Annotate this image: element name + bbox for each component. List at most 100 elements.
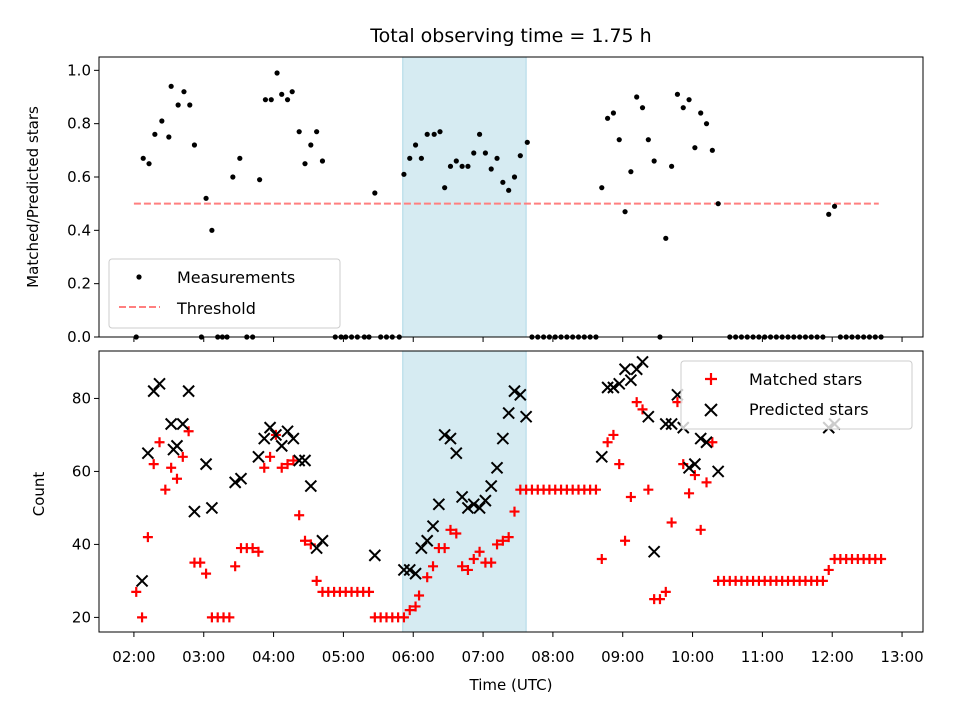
x-tick-label: 12:00 [811,648,854,666]
measurement-point [599,185,605,191]
y-tick-label: 60 [72,462,91,480]
predicted-point [636,355,649,369]
measurement-point [237,155,243,161]
matched-point [259,462,270,473]
predicted-point [292,454,306,467]
predicted-point [711,465,725,478]
measurement-point [146,161,152,167]
matched-point [689,470,700,481]
matched-point [166,462,177,473]
measurement-point [506,187,512,193]
matched-point [492,539,503,550]
y-tick-label: 0.8 [67,115,91,133]
x-tick-label: 03:00 [182,648,225,666]
matched-point [596,554,607,565]
measurement-point [209,227,215,233]
x-axis-label: Time (UTC) [469,676,553,694]
measurement-point [279,91,285,97]
measurement-point [289,89,295,95]
measurement-point [372,190,378,196]
predicted-point [182,384,195,398]
matched-point [282,459,293,470]
predicted-point [205,501,219,515]
matched-point [404,605,415,616]
matched-point [695,524,706,535]
matched-point [701,477,712,488]
measurement-point [459,163,465,169]
measurement-point [407,155,413,161]
measurement-point [274,70,280,76]
y-tick-label: 20 [72,608,91,626]
matched-point [276,462,287,473]
predicted-point [601,381,614,394]
measurement-point [651,158,657,164]
x-tick-label: 09:00 [601,648,644,666]
predicted-point [269,428,283,442]
measurement-point [709,147,715,153]
measurement-point [663,235,669,241]
matched-point [817,575,828,586]
matched-point [131,586,142,597]
predicted-point [420,534,434,547]
measurement-point [524,139,530,145]
count-panel: 02:00 03:00 04:00 05:00 06:00 07:00 08:00 09:00… [30,350,924,694]
measurement-point [698,110,704,116]
legend-matched-marker [705,373,717,385]
legend-predicted-label: Predicted stars [749,400,869,419]
measurement-point [447,163,454,169]
predicted-point [613,377,626,391]
predicted-point [252,450,265,464]
predicted-point [630,363,643,376]
matched-point [439,543,450,554]
predicted-point [624,373,638,387]
matched-point [509,506,520,517]
measurement-point [645,137,651,143]
predicted-point [176,417,190,431]
x-tick-label: 10:00 [671,648,714,666]
predicted-point [287,432,300,445]
matched-point [684,488,695,499]
matched-point [183,426,194,437]
predicted-point [234,472,248,485]
measurement-point [715,201,721,207]
matched-point [643,484,654,495]
predicted-point [508,384,521,398]
x-tick-label: 02:00 [112,648,155,666]
predicted-point [485,479,498,493]
predicted-point [147,384,160,398]
matched-point [620,535,631,546]
y-tick-label: 0.2 [67,275,91,293]
predicted-point [426,519,440,533]
predicted-point [461,501,475,515]
measurement-point [511,174,518,180]
measurement-point [826,211,832,217]
measurement-point [418,155,424,161]
measurement-point [610,110,617,116]
predicted-point [642,410,655,423]
count-legend-box [680,360,913,430]
matched-point [707,437,718,448]
measurement-point [431,131,437,137]
predicted-point [153,377,166,391]
predicted-point [519,410,533,423]
predicted-point [618,363,632,376]
predicted-point [310,541,323,555]
x-tick-label: 08:00 [531,648,574,666]
matched-point [451,528,462,539]
measurement-point [686,97,692,103]
measurement-point [628,169,634,175]
predicted-point [490,461,504,474]
ratio-legend: Measurements Threshold [108,258,341,329]
matched-point [462,564,473,575]
predicted-point [694,432,707,445]
predicted-point [700,436,713,449]
y-tick-label: 40 [72,535,91,553]
ratio-y-axis-label: Matched/Predicted stars [24,106,42,288]
predicted-point [135,574,149,588]
measurement-point [140,155,146,161]
matched-point [468,554,479,565]
matched-point [590,484,601,495]
predicted-point [304,479,318,493]
predicted-point [444,432,457,445]
legend-matched-label: Matched stars [749,370,862,389]
